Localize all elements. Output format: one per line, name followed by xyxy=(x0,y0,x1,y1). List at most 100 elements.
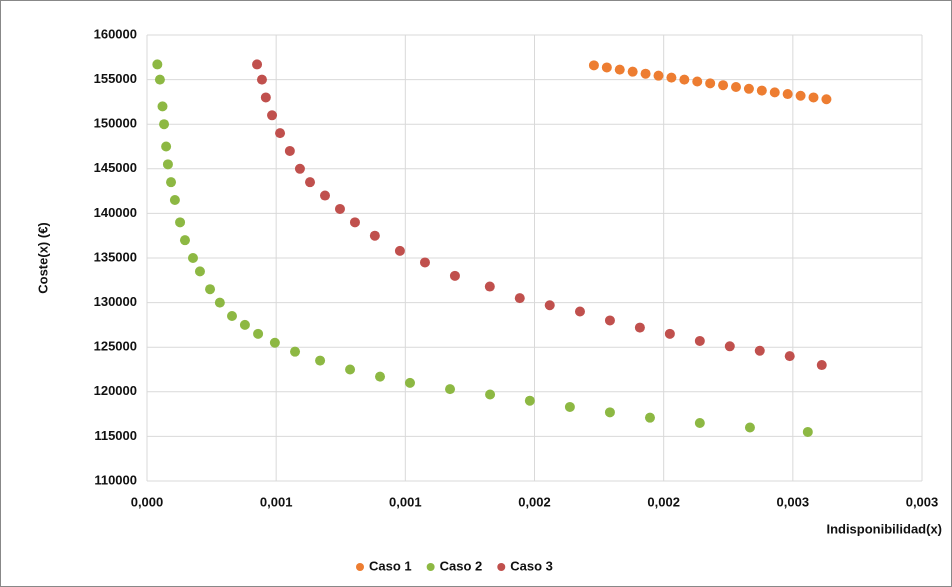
point xyxy=(724,341,735,352)
point xyxy=(743,83,754,94)
x-tick-label: 0,003 xyxy=(906,494,939,509)
point xyxy=(175,217,186,228)
y-tick-label: 125000 xyxy=(94,339,137,354)
point xyxy=(816,360,827,371)
point xyxy=(485,389,496,400)
point xyxy=(253,328,264,339)
point xyxy=(640,68,651,79)
point xyxy=(769,87,780,98)
point xyxy=(205,284,216,295)
y-tick-label: 160000 xyxy=(94,26,137,41)
point xyxy=(369,230,380,241)
point xyxy=(694,335,705,346)
point xyxy=(754,345,765,356)
legend-marker xyxy=(426,563,435,571)
legend-label: Caso 2 xyxy=(440,558,483,573)
point xyxy=(604,315,615,326)
point xyxy=(679,74,690,85)
point xyxy=(275,128,286,139)
point xyxy=(169,195,180,206)
point xyxy=(269,337,280,348)
legend-label: Caso 1 xyxy=(369,558,412,573)
point xyxy=(756,85,767,96)
x-tick-label: 0,000 xyxy=(131,494,164,509)
point xyxy=(634,322,645,333)
point xyxy=(802,426,813,437)
point xyxy=(154,74,165,85)
point xyxy=(239,319,250,330)
point xyxy=(162,159,173,170)
point xyxy=(705,78,716,89)
point xyxy=(588,60,599,71)
point xyxy=(349,217,360,228)
y-tick-label: 110000 xyxy=(94,472,137,487)
point xyxy=(315,355,326,366)
point xyxy=(574,306,585,317)
point xyxy=(152,59,163,70)
point xyxy=(514,293,525,304)
y-axis-title: Coste(x) (€) xyxy=(35,222,50,294)
point xyxy=(284,145,295,156)
x-tick-label: 0,001 xyxy=(389,494,422,509)
point xyxy=(319,190,330,201)
y-tick-label: 155000 xyxy=(94,71,137,86)
point xyxy=(731,82,741,93)
point xyxy=(294,163,305,174)
x-tick-label: 0,002 xyxy=(518,494,551,509)
point xyxy=(445,384,456,395)
point xyxy=(179,235,190,246)
point xyxy=(692,76,703,87)
point xyxy=(419,257,430,268)
point xyxy=(404,377,415,388)
point xyxy=(449,270,460,281)
point xyxy=(744,422,755,433)
legend-marker xyxy=(497,563,506,571)
point xyxy=(524,395,535,406)
point xyxy=(484,281,495,292)
point xyxy=(664,328,675,339)
point xyxy=(194,266,205,277)
point xyxy=(334,203,345,214)
point xyxy=(644,412,655,423)
x-tick-label: 0,002 xyxy=(647,494,680,509)
point xyxy=(694,418,705,429)
point xyxy=(345,364,356,375)
point xyxy=(795,90,806,101)
point xyxy=(394,245,405,256)
point xyxy=(157,101,168,112)
legend-marker xyxy=(356,563,364,571)
y-tick-label: 150000 xyxy=(94,116,137,131)
point xyxy=(375,371,386,382)
point xyxy=(604,407,615,418)
point xyxy=(214,297,225,308)
point xyxy=(782,89,793,100)
point xyxy=(627,66,638,77)
y-tick-label: 115000 xyxy=(94,428,137,443)
y-tick-label: 120000 xyxy=(94,383,137,398)
point xyxy=(564,401,575,412)
legend-label: Caso 3 xyxy=(510,558,553,573)
x-tick-label: 0,001 xyxy=(260,494,293,509)
point xyxy=(256,74,267,85)
point xyxy=(252,59,263,70)
point xyxy=(653,70,664,81)
point xyxy=(305,177,316,188)
y-tick-label: 145000 xyxy=(94,160,137,175)
point xyxy=(166,177,177,188)
y-tick-label: 135000 xyxy=(94,249,137,264)
y-tick-label: 130000 xyxy=(94,294,137,309)
point xyxy=(267,110,278,121)
point xyxy=(718,80,729,91)
x-tick-label: 0,003 xyxy=(777,494,810,509)
x-axis-title: Indisponibilidad(x) xyxy=(826,521,942,536)
point xyxy=(290,346,301,357)
point xyxy=(159,119,170,130)
point xyxy=(187,253,198,263)
point xyxy=(226,310,237,321)
point xyxy=(614,64,625,75)
point xyxy=(601,62,612,73)
y-tick-label: 140000 xyxy=(94,205,137,220)
point xyxy=(544,300,555,311)
point xyxy=(821,94,832,105)
